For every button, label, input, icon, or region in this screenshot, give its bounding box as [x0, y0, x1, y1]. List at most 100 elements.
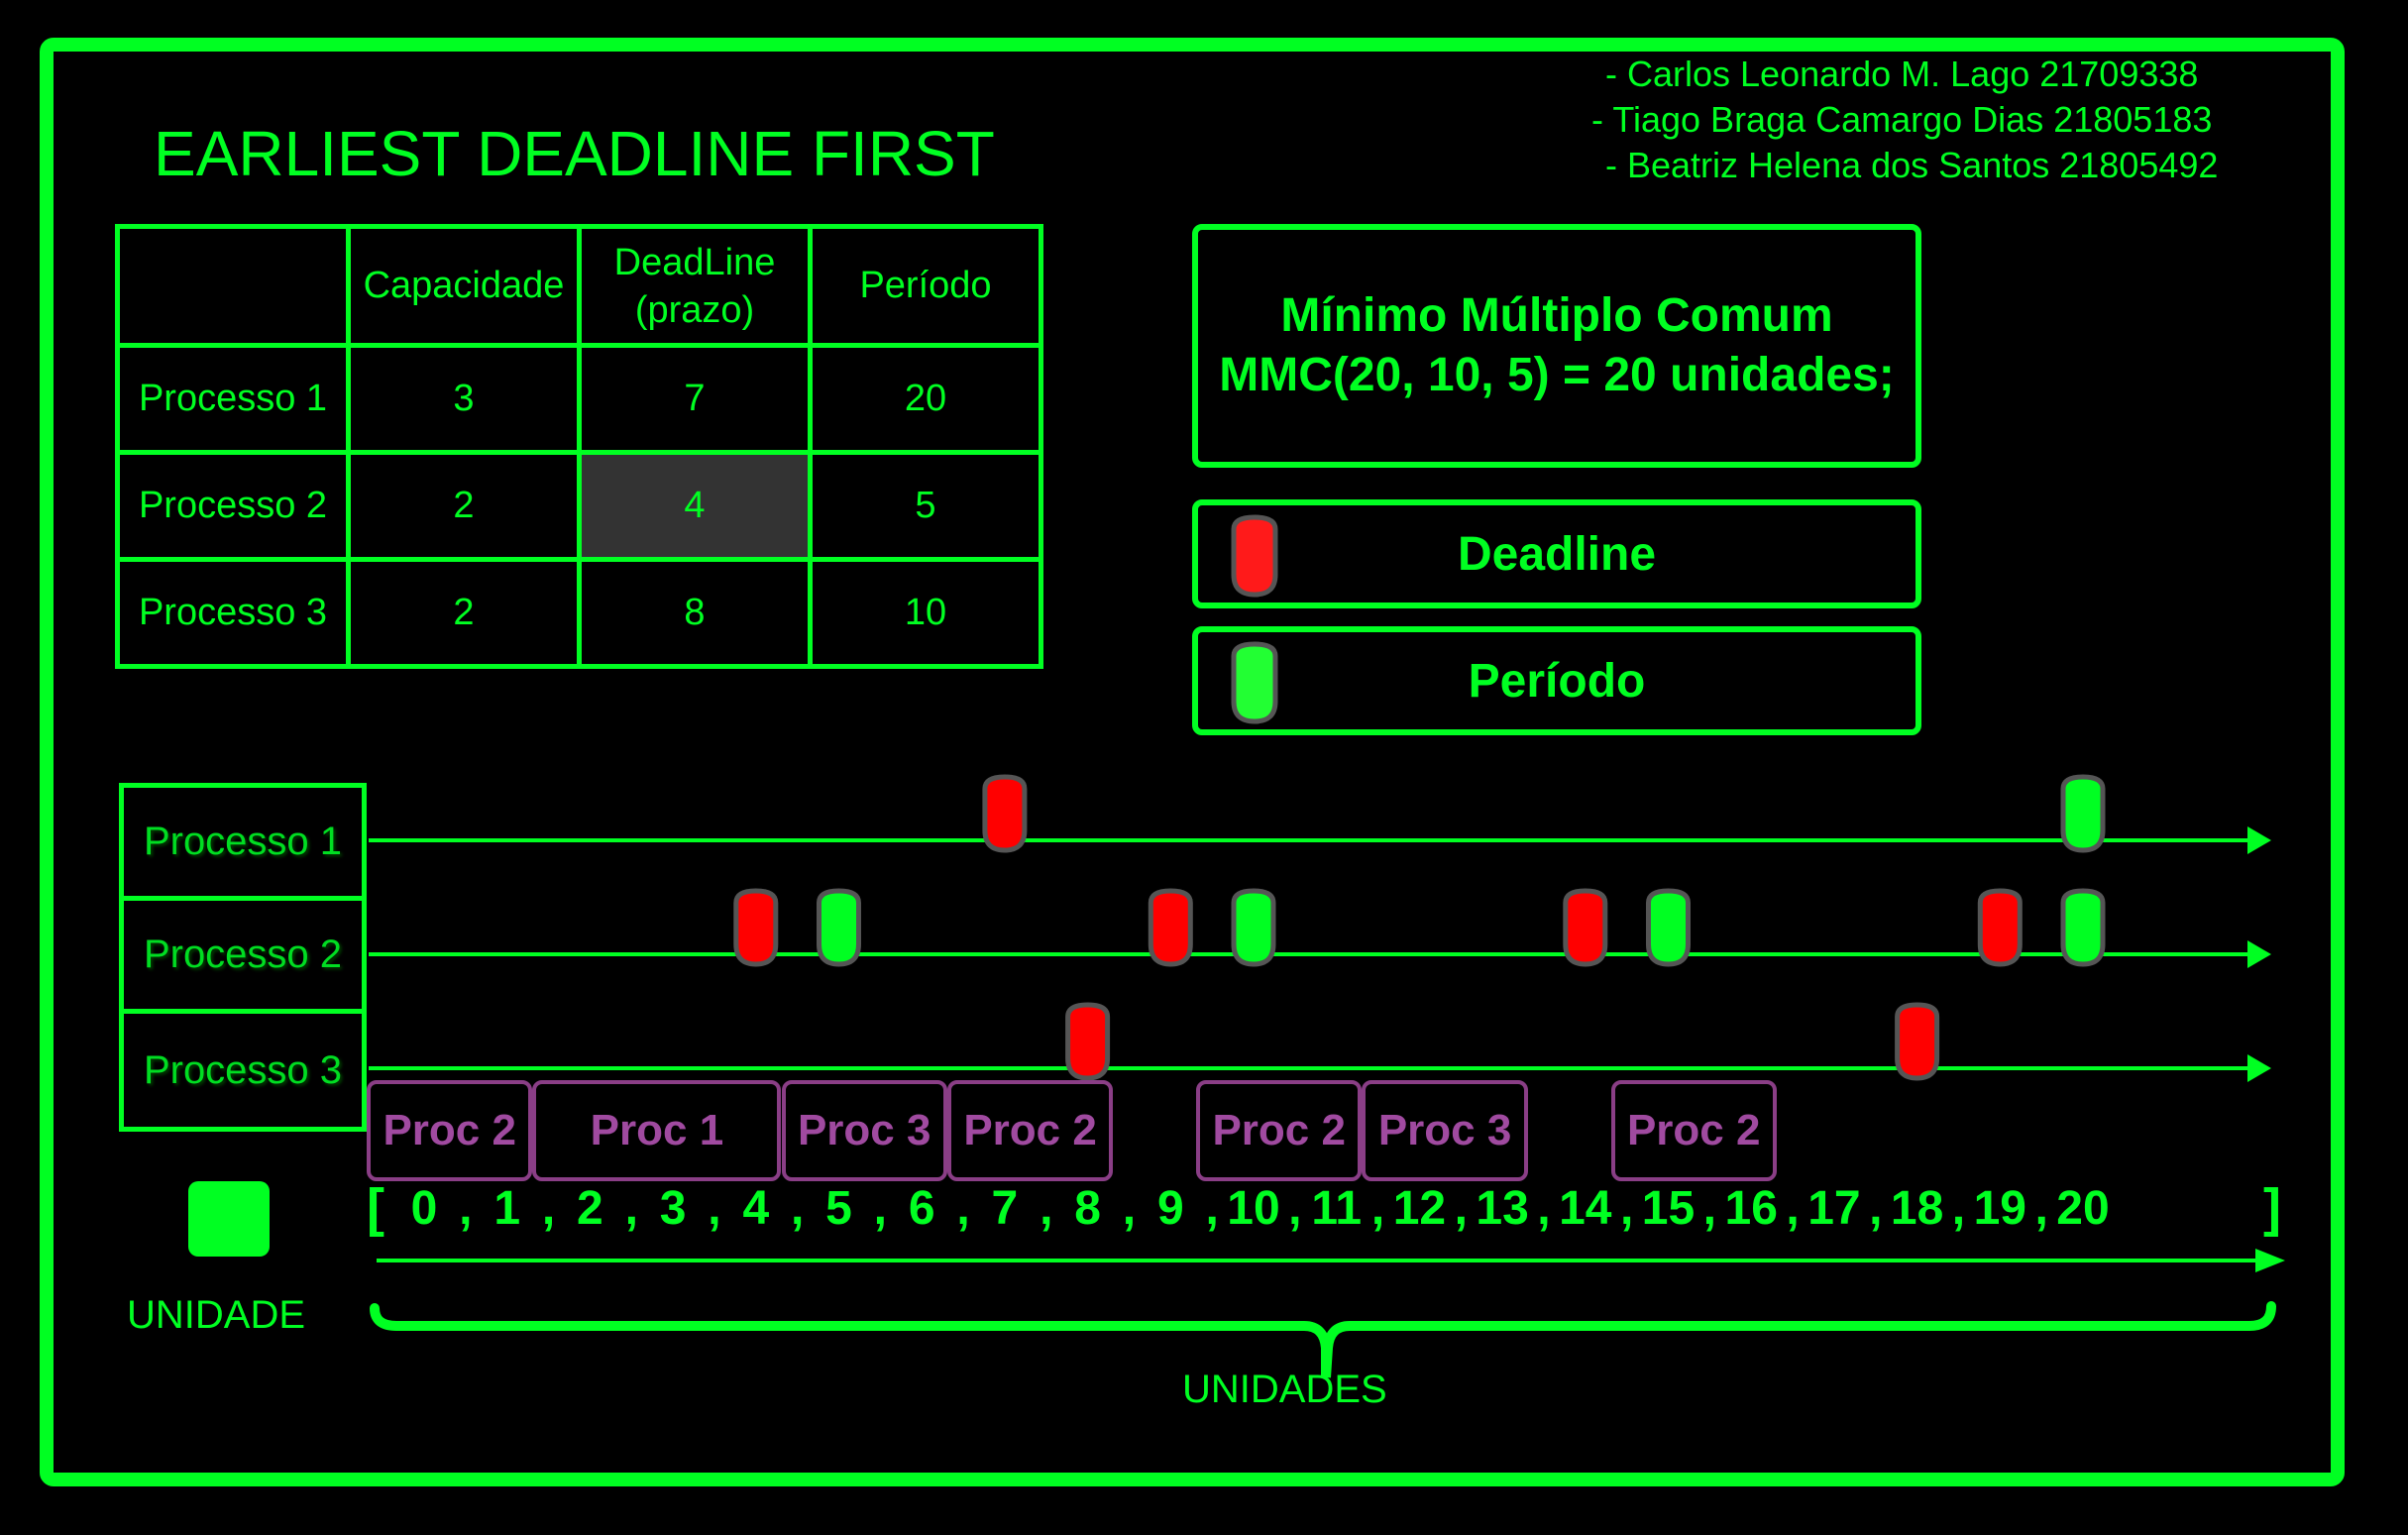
tick-bracket-close: ] — [2263, 1178, 2281, 1238]
table-row: Processo 3 2 8 10 — [115, 557, 1043, 669]
tick-label: 0 — [410, 1182, 438, 1235]
deadline-marker — [982, 774, 1028, 853]
units-axis-arrow-icon — [2255, 1249, 2285, 1272]
tick-label: 3 — [659, 1182, 687, 1235]
timeline-row-labels: Processo 1 Processo 2 Processo 3 — [119, 783, 367, 1132]
table-header-row: Capacidade DeadLine (prazo) Período — [115, 224, 1043, 348]
tick-label: 10 — [1227, 1182, 1280, 1235]
table-cell: Processo 1 — [115, 343, 351, 455]
table-cell: 8 — [577, 557, 813, 669]
tick-label: 14 — [1559, 1182, 1612, 1235]
tick-separator: , — [1619, 1182, 1634, 1235]
deadline-marker — [1148, 888, 1193, 967]
periodo-marker — [2060, 774, 2106, 853]
legend-deadline: Deadline — [1192, 499, 1921, 608]
tick-separator: , — [459, 1182, 473, 1235]
mmc-line-1: Mínimo Múltiplo Comum — [1280, 289, 1833, 342]
table-cell: 10 — [808, 557, 1043, 669]
authors-list: - Carlos Leonardo M. Lago 21709338 - Tia… — [1591, 52, 2219, 188]
tick-label: 18 — [1890, 1182, 1944, 1235]
tick-label: 2 — [577, 1182, 603, 1235]
mmc-line-2: MMC(20, 10, 5) = 20 unidades; — [1219, 349, 1895, 401]
timeline-arrow-icon — [2247, 940, 2271, 968]
legend-periodo-label: Período — [1468, 654, 1646, 708]
tick-separator: , — [1040, 1182, 1053, 1235]
author-1: - Carlos Leonardo M. Lago 21709338 — [1605, 54, 2199, 94]
deadline-marker — [1895, 1002, 1940, 1081]
deadline-marker — [1563, 888, 1608, 967]
deadline-marker — [1977, 888, 2023, 967]
schedule-block: Proc 2 — [1610, 1080, 1777, 1181]
units-brace — [370, 1301, 2276, 1378]
page-title: EARLIEST DEADLINE FIRST — [154, 118, 995, 189]
tick-separator: , — [1786, 1182, 1800, 1235]
schedule-block: Proc 3 — [781, 1080, 947, 1181]
units-label: UNIDADES — [1182, 1368, 1387, 1411]
tick-separator: , — [1702, 1182, 1717, 1235]
unit-square-icon — [188, 1181, 270, 1257]
tick-label: 12 — [1392, 1182, 1447, 1235]
timeline-arrow-icon — [2247, 826, 2271, 854]
tick-separator: , — [790, 1182, 805, 1235]
tick-label: 7 — [991, 1182, 1019, 1235]
table-cell: Processo 2 — [115, 450, 351, 562]
tick-label: 8 — [1074, 1182, 1101, 1235]
timeline-row-label: Processo 2 — [124, 901, 362, 1014]
table-row: Processo 1 3 7 20 — [115, 343, 1043, 455]
tick-separator: , — [1122, 1182, 1137, 1235]
deadline-marker-icon — [1231, 514, 1278, 598]
tick-separator: , — [1288, 1182, 1302, 1235]
tick-label: 1 — [493, 1182, 521, 1235]
schedule-block: Proc 3 — [1362, 1080, 1528, 1181]
timeline-row-label: Processo 1 — [124, 788, 362, 901]
legend-deadline-label: Deadline — [1457, 527, 1657, 581]
author-3: - Beatriz Helena dos Santos 21805492 — [1605, 145, 2219, 185]
tick-separator: , — [1454, 1182, 1468, 1235]
tick-label: 11 — [1311, 1182, 1363, 1235]
tick-bracket-open: [ — [367, 1178, 384, 1238]
table-header-periodo: Período — [808, 224, 1043, 348]
table-cell: 20 — [808, 343, 1043, 455]
tick-separator: , — [2034, 1182, 2048, 1235]
tick-separator: , — [956, 1182, 970, 1235]
table-row: Processo 2 2 4 5 — [115, 450, 1043, 562]
deadline-marker — [1065, 1002, 1111, 1081]
table-cell: 2 — [346, 557, 582, 669]
periodo-marker-icon — [1231, 641, 1278, 724]
schedule-block: Proc 2 — [367, 1080, 533, 1181]
legend-periodo: Período — [1192, 626, 1921, 735]
tick-label: 15 — [1641, 1182, 1696, 1235]
tick-separator: , — [624, 1182, 638, 1235]
deadline-marker — [733, 888, 779, 967]
tick-separator: , — [1370, 1182, 1385, 1235]
tick-label: 20 — [2056, 1182, 2110, 1235]
schedule-block: Proc 2 — [946, 1080, 1114, 1181]
periodo-marker — [2060, 888, 2106, 967]
tick-label: 9 — [1156, 1182, 1184, 1235]
tick-separator: , — [541, 1182, 556, 1235]
table-cell-highlighted: 4 — [577, 450, 813, 562]
tick-separator: , — [708, 1182, 721, 1235]
tick-separator: , — [1205, 1182, 1219, 1235]
timeline-row-label: Processo 3 — [143, 1047, 343, 1092]
tick-label: 6 — [908, 1182, 935, 1235]
process-table: Capacidade DeadLine (prazo) Período Proc… — [115, 224, 1043, 669]
tick-label: 5 — [825, 1182, 852, 1235]
tick-separator: , — [1537, 1182, 1551, 1235]
tick-separator: , — [1869, 1182, 1883, 1235]
tick-separator: , — [1951, 1182, 1966, 1235]
author-2: - Tiago Braga Camargo Dias 21805183 — [1591, 99, 2213, 140]
periodo-marker — [817, 888, 861, 967]
timeline-arrow-icon — [2247, 1054, 2271, 1082]
table-cell: 3 — [346, 343, 582, 455]
tick-label: 4 — [742, 1182, 770, 1235]
periodo-marker — [1646, 888, 1691, 967]
schedule-block: Proc 2 — [1196, 1080, 1363, 1181]
tick-separator: , — [873, 1182, 888, 1235]
table-header-empty — [115, 224, 351, 348]
tick-label: 16 — [1724, 1182, 1778, 1235]
table-header-capacidade: Capacidade — [346, 224, 582, 348]
tick-label: 17 — [1807, 1182, 1861, 1235]
table-cell: 7 — [577, 343, 813, 455]
